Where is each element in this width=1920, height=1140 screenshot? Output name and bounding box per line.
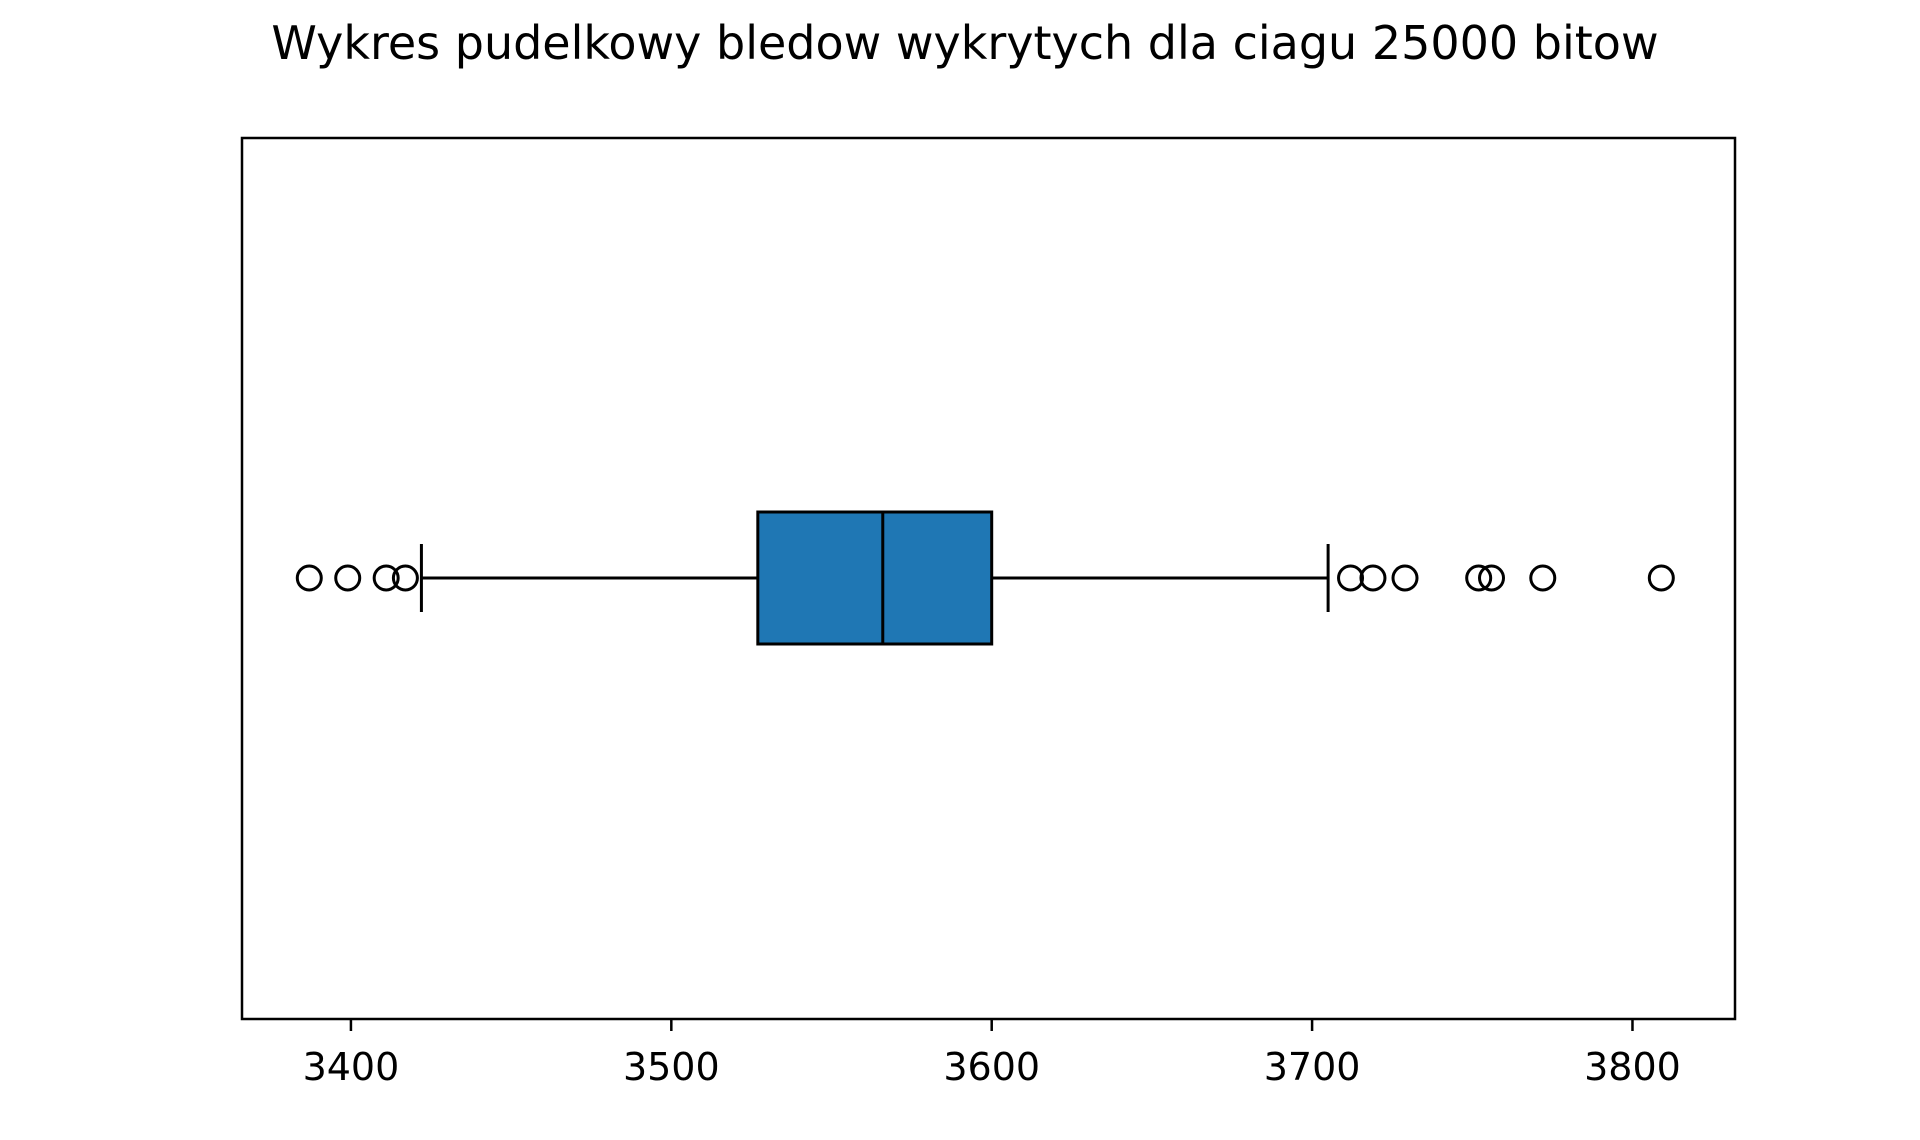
outlier-point: [1478, 564, 1506, 592]
outlier-point: [1391, 564, 1419, 592]
x-tick-label: 3400: [303, 1045, 400, 1089]
outlier-point: [391, 564, 419, 592]
outlier-point: [334, 564, 362, 592]
plot-frame: [240, 136, 1737, 1021]
iqr-box: [756, 510, 994, 646]
outlier-point: [1337, 564, 1365, 592]
chart-title: Wykres pudelkowy bledow wykrytych dla ci…: [271, 16, 1658, 70]
outlier-point: [372, 564, 400, 592]
outlier-point: [295, 564, 323, 592]
x-axis-ticks: 3400 3500 3600 3700 3800: [303, 1019, 1681, 1089]
outlier-point: [1465, 564, 1493, 592]
plot-area: [295, 510, 1675, 646]
x-tick-label: 3600: [943, 1045, 1040, 1089]
outlier-point: [1529, 564, 1557, 592]
outlier-point: [1359, 564, 1387, 592]
outlier-point: [1647, 564, 1675, 592]
x-tick-label: 3500: [623, 1045, 720, 1089]
x-tick-label: 3700: [1264, 1045, 1361, 1089]
x-tick-label: 3800: [1584, 1045, 1681, 1089]
